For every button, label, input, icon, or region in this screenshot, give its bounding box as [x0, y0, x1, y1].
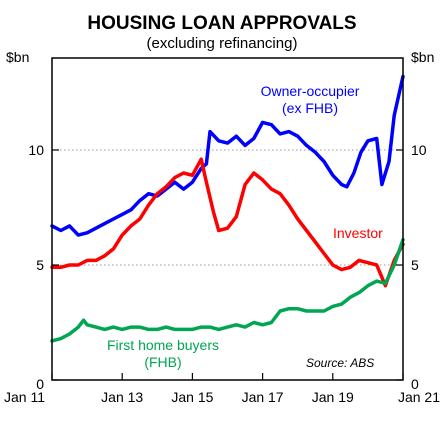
series-label-owner-occupier-sub: (ex FHB) — [282, 100, 338, 116]
x-tick-label: Jan 11 — [4, 389, 45, 405]
chart-subtitle: (excluding refinancing) — [147, 35, 298, 52]
y-tick-label-right: 0 — [411, 376, 419, 392]
axis-ticks — [51, 149, 404, 381]
series-label-investor: Investor — [333, 225, 383, 241]
y-tick-label-left: 10 — [28, 142, 44, 158]
x-tick-label: Jan 13 — [101, 389, 143, 405]
y-unit-right: $bn — [411, 49, 434, 65]
series-line-investor — [50, 157, 405, 288]
series-label-owner-occupier: Owner-occupier — [261, 83, 360, 99]
series-line-owner-occupier — [50, 74, 405, 237]
y-unit-left: $bn — [6, 49, 29, 65]
source-note: Source: ABS — [306, 356, 374, 370]
chart-title: HOUSING LOAN APPROVALS — [87, 13, 356, 34]
series-label-fhb-sub: (FHB) — [144, 354, 181, 370]
series-line-first-home-buyers — [50, 237, 405, 343]
axis-tick-labels: 0 0 5 5 10 10 Jan 11 Jan 13 Jan 15 Jan 17 Jan 19 Ja… — [4, 142, 440, 405]
x-tick-label: Jan 15 — [171, 389, 213, 405]
x-tick-label: Jan 17 — [242, 389, 284, 405]
series-label-fhb: First home buyers — [107, 337, 219, 353]
y-tick-label-right: 10 — [411, 142, 427, 158]
plot-frame — [51, 57, 404, 381]
y-tick-label-left: 0 — [36, 376, 44, 392]
series-layer — [50, 74, 405, 343]
x-tick-label: Jan 19 — [312, 389, 354, 405]
y-tick-label-left: 5 — [36, 257, 44, 273]
gridlines — [52, 149, 403, 266]
y-tick-label-right: 5 — [411, 257, 419, 273]
x-tick-label: Jan 21 — [398, 389, 440, 405]
